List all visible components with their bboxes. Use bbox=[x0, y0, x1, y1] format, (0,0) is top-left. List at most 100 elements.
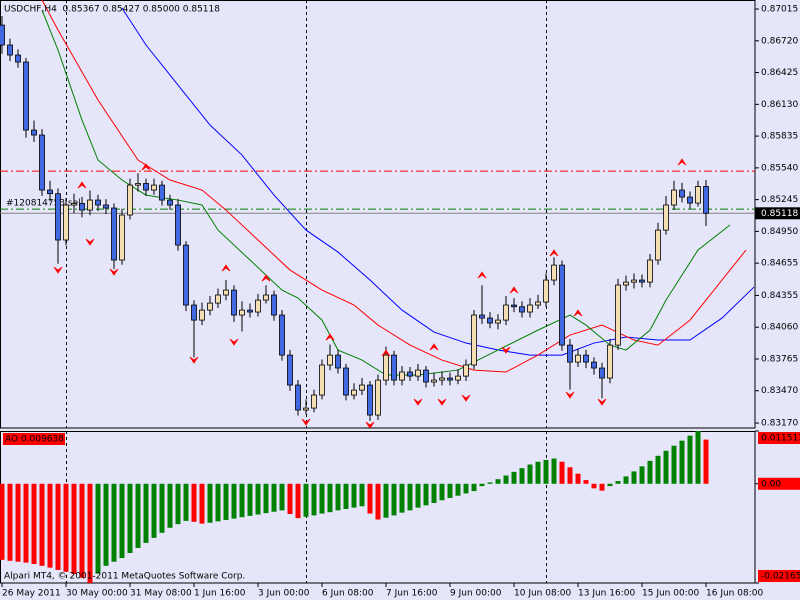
candle-body bbox=[367, 384, 373, 416]
ao-bar bbox=[39, 483, 45, 566]
ao-bar bbox=[479, 483, 485, 487]
ao-bar bbox=[199, 483, 205, 524]
ao-bar bbox=[351, 483, 357, 508]
price-pane bbox=[0, 0, 756, 429]
ao-bar bbox=[655, 455, 661, 484]
candle-body bbox=[183, 244, 189, 306]
candle-body bbox=[479, 314, 485, 319]
footer: Alpari MT4, © 2001-2011 MetaQuotes Softw… bbox=[4, 572, 245, 582]
candle-body bbox=[7, 44, 13, 56]
bid-label-bg bbox=[755, 207, 800, 220]
y-tick-label: 0.86130 bbox=[761, 100, 798, 110]
ao-bar bbox=[231, 483, 237, 519]
y-tick-label-bg bbox=[758, 432, 800, 444]
ao-bar bbox=[103, 483, 109, 566]
y-tick-label: 0.85540 bbox=[761, 163, 798, 173]
order-label: #120814753 sell bbox=[6, 199, 83, 209]
ao-bar bbox=[623, 476, 629, 484]
ao-bar bbox=[639, 466, 645, 484]
ao-bar bbox=[143, 483, 149, 543]
ao-bar bbox=[0, 483, 5, 560]
candle-body bbox=[295, 384, 301, 411]
ao-bar bbox=[63, 483, 69, 572]
candle-body bbox=[303, 407, 309, 411]
candle-body bbox=[383, 354, 389, 381]
candle-body bbox=[335, 354, 341, 369]
candle-body bbox=[0, 24, 5, 46]
ao-bar bbox=[607, 483, 613, 487]
fractal-arrow bbox=[565, 391, 575, 399]
ao-plot bbox=[0, 431, 709, 583]
ao-bar bbox=[599, 483, 605, 491]
fractal-arrow bbox=[109, 268, 119, 276]
candle-body bbox=[311, 394, 317, 409]
ao-bar bbox=[263, 483, 269, 514]
candle-body bbox=[151, 184, 157, 191]
candle-body bbox=[287, 354, 293, 386]
y-tick-label: 0.011513 bbox=[761, 434, 800, 444]
candle-body bbox=[607, 344, 613, 379]
candle-body bbox=[247, 309, 253, 313]
price-plot: #120814753 sell bbox=[0, 0, 755, 428]
fractal-arrow bbox=[221, 264, 231, 272]
candle-body bbox=[239, 309, 245, 316]
candle-body bbox=[111, 207, 117, 261]
y-tick-label: 0.00 bbox=[761, 479, 781, 489]
candle-body bbox=[95, 199, 101, 206]
ao-bar bbox=[71, 483, 77, 575]
candle-body bbox=[47, 189, 53, 195]
candle-body bbox=[703, 186, 709, 214]
ao-bar bbox=[567, 467, 573, 484]
ao-bar bbox=[47, 483, 53, 568]
ao-bar bbox=[423, 483, 429, 506]
ao-bar bbox=[247, 483, 253, 516]
y-tick-label: 0.84655 bbox=[761, 259, 798, 269]
candle-body bbox=[271, 294, 277, 316]
ao-bar bbox=[367, 483, 373, 514]
fractal-arrow bbox=[461, 394, 471, 402]
ao-bar bbox=[287, 483, 293, 515]
candle-body bbox=[223, 289, 229, 296]
candle-body bbox=[343, 367, 349, 396]
ao-bar bbox=[447, 483, 453, 498]
ao-bar bbox=[591, 483, 597, 489]
ao-bar bbox=[359, 483, 365, 507]
x-tick-label: 31 May 08:00 bbox=[130, 589, 192, 599]
candle-body bbox=[199, 309, 205, 321]
bid-label: 0.85118 bbox=[761, 209, 798, 219]
ao-bar bbox=[23, 483, 29, 563]
ao-bar bbox=[519, 468, 525, 484]
candle-body bbox=[327, 354, 333, 366]
candle-body bbox=[487, 317, 493, 324]
candle-body bbox=[599, 367, 605, 379]
y-tick-label: 0.86425 bbox=[761, 68, 798, 78]
ao-bar bbox=[183, 483, 189, 521]
ao-bar bbox=[111, 483, 117, 562]
candle-body bbox=[15, 54, 21, 63]
ao-bar bbox=[559, 461, 565, 484]
ao-bar bbox=[303, 483, 309, 517]
candle-body bbox=[127, 184, 133, 216]
candle-body bbox=[359, 384, 365, 391]
candle-body bbox=[231, 289, 237, 316]
fractal-arrow bbox=[413, 398, 423, 406]
y-tick-label-bg bbox=[758, 477, 800, 490]
candle-body bbox=[39, 134, 45, 191]
y-tick-label: 0.83470 bbox=[761, 386, 798, 396]
ao-bar bbox=[311, 483, 317, 516]
candle-body bbox=[55, 193, 61, 241]
fractal-arrow bbox=[597, 398, 607, 406]
y-tick-label: -0.02165 bbox=[761, 572, 800, 582]
fractal-arrow bbox=[429, 343, 439, 351]
candle-body bbox=[447, 377, 453, 381]
candle-body bbox=[535, 301, 541, 306]
candle-body bbox=[495, 319, 501, 324]
candle-body bbox=[519, 306, 525, 313]
ao-bar bbox=[703, 439, 709, 484]
ao-bar bbox=[439, 483, 445, 501]
fractal-arrow bbox=[261, 274, 271, 282]
ao-bar bbox=[79, 483, 85, 578]
candle-body bbox=[679, 189, 685, 198]
candle-body bbox=[255, 299, 261, 313]
